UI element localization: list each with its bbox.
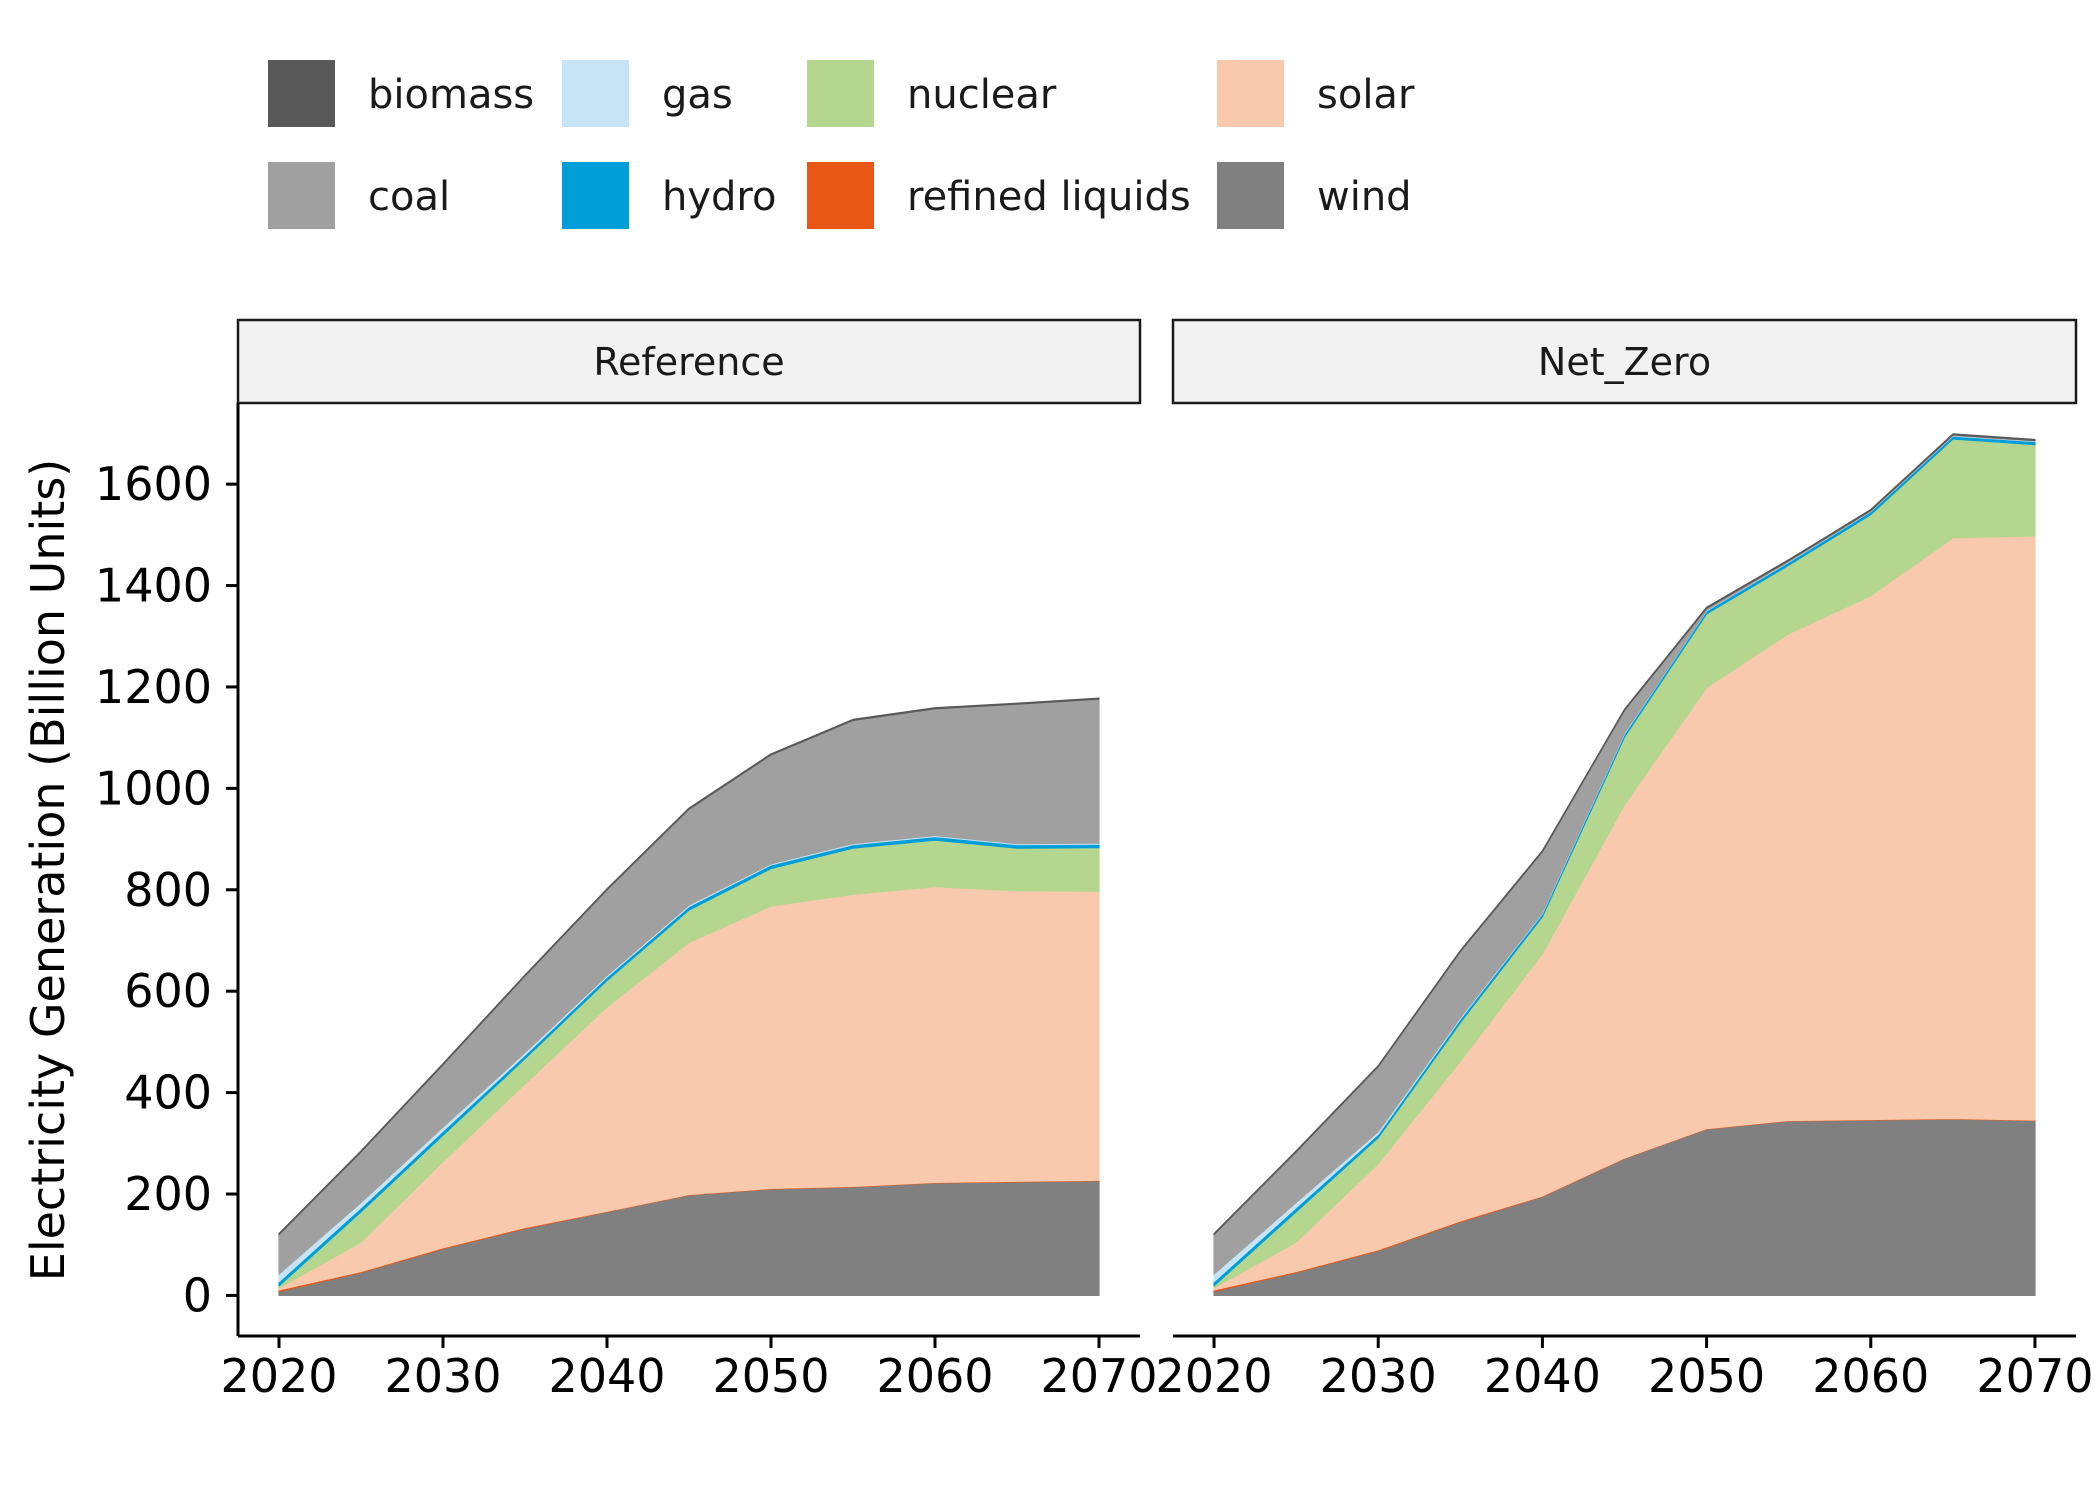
y-tick-label: 1400	[95, 559, 212, 613]
x-tick-label: 2040	[548, 1349, 665, 1403]
legend-swatch	[1217, 162, 1284, 229]
y-axis: 0 200 400 600 800 1000 1200 1400 1600	[95, 403, 240, 1336]
y-tick-label: 400	[124, 1066, 212, 1120]
y-axis-title: Electricity Generation (Billion Units)	[21, 459, 75, 1281]
legend: biomass coal gas hydro nuclear refined liquid…	[268, 60, 1415, 229]
area-biomass	[1213, 433, 2036, 1236]
x-axis: 2020 2030 2040 2050 2060 2070	[220, 1334, 1158, 1403]
legend-item-biomass: biomass	[268, 60, 534, 127]
legend-swatch	[807, 60, 874, 127]
facet-strip: Net_Zero	[1171, 318, 2078, 405]
area-biomass	[278, 697, 1100, 1236]
legend-swatch	[268, 162, 335, 229]
stacked-areas	[1213, 433, 2036, 1296]
legend-swatch	[268, 60, 335, 127]
legend-label: solar	[1317, 72, 1415, 118]
facet-strip-label: Reference	[593, 340, 784, 384]
y-tick-label: 0	[183, 1268, 212, 1322]
facet-strip: Reference	[236, 318, 1142, 405]
x-tick-label: 2070	[1040, 1349, 1157, 1403]
y-tick-label: 1600	[95, 457, 212, 511]
legend-swatch	[1217, 60, 1284, 127]
legend-swatch	[807, 162, 874, 229]
x-tick-label: 2030	[1320, 1349, 1437, 1403]
legend-item-coal: coal	[268, 162, 450, 229]
x-axis: 2020 2030 2040 2050 2060 2070	[1156, 1334, 2093, 1403]
x-tick-label: 2020	[1156, 1349, 1273, 1403]
y-tick-label: 200	[124, 1167, 212, 1221]
panel-reference: Reference 2020 2030 2040 2050 2060 2070	[220, 318, 1158, 1403]
x-tick-label: 2060	[1812, 1349, 1929, 1403]
legend-item-hydro: hydro	[562, 162, 776, 229]
y-tick-label: 1200	[95, 660, 212, 714]
x-tick-label: 2060	[876, 1349, 993, 1403]
legend-label: biomass	[368, 72, 534, 118]
legend-label: refined liquids	[907, 174, 1191, 220]
legend-swatch	[562, 60, 629, 127]
y-tick-label: 1000	[95, 761, 212, 815]
legend-label: gas	[662, 72, 733, 118]
stacked-areas	[278, 697, 1100, 1296]
y-tick-label: 600	[124, 964, 212, 1018]
legend-item-solar: solar	[1217, 60, 1415, 127]
x-tick-label: 2050	[712, 1349, 829, 1403]
legend-label: coal	[368, 174, 450, 220]
facet-strip-box	[1171, 318, 2078, 405]
x-tick-label: 2070	[1976, 1349, 2093, 1403]
facet-strip-label: Net_Zero	[1538, 340, 1711, 384]
legend-label: wind	[1317, 174, 1412, 220]
legend-item-wind: wind	[1217, 162, 1412, 229]
legend-item-refined-liquids: refined liquids	[807, 162, 1191, 229]
y-tick-label: 800	[124, 863, 212, 917]
legend-item-nuclear: nuclear	[807, 60, 1057, 127]
x-tick-label: 2040	[1484, 1349, 1601, 1403]
panel-net-zero: Net_Zero 2020 2030 2040 2050 2060 2070	[1156, 318, 2093, 1403]
legend-label: hydro	[662, 174, 776, 220]
legend-item-gas: gas	[562, 60, 733, 127]
legend-swatch	[562, 162, 629, 229]
facet-strip-box	[236, 318, 1142, 405]
legend-label: nuclear	[907, 72, 1057, 118]
x-tick-label: 2030	[384, 1349, 501, 1403]
x-tick-label: 2020	[220, 1349, 337, 1403]
x-tick-label: 2050	[1648, 1349, 1765, 1403]
